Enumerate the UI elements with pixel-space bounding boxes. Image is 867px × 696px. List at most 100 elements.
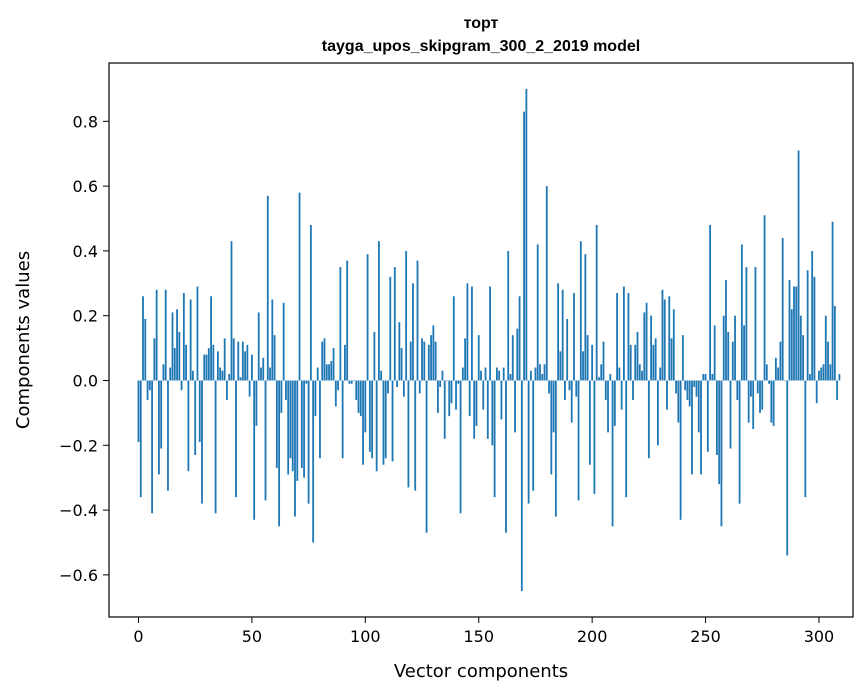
bar [418,380,421,394]
bar [491,380,494,446]
bar [398,322,401,381]
bar [160,380,163,449]
bar [280,380,283,413]
bar [643,312,646,381]
bar [482,380,485,410]
bar [550,380,553,475]
bar [162,364,165,381]
bar [756,380,759,394]
bar [611,380,614,527]
bar [241,341,244,381]
bar [382,380,385,465]
bar [443,380,446,439]
bar [666,380,668,410]
bar [525,88,528,381]
bar [738,380,741,504]
bar [768,380,770,384]
bar [407,380,410,488]
bar [144,318,147,381]
bar [824,315,827,381]
bar [729,380,732,449]
bar [520,380,523,592]
bar [275,380,278,468]
bar [316,367,319,381]
bar [185,344,188,381]
bar [534,367,537,381]
y-tick-label: 0.0 [73,371,98,390]
bar [368,380,371,452]
bar [548,380,550,394]
bar [237,341,240,381]
bar [291,380,294,472]
bar [457,380,460,384]
bar [278,380,281,527]
bar [695,380,698,397]
chart-title: торт [464,15,499,32]
bar [559,351,562,381]
bar [600,364,603,381]
bar [244,351,247,381]
bar [636,331,639,381]
bar [187,380,190,472]
bar [557,283,560,381]
bar [579,241,582,381]
bar [266,195,269,381]
bar [731,341,734,381]
bar [527,380,530,504]
bar [137,380,140,443]
bar [784,380,786,381]
bar [471,286,473,381]
bar [602,341,605,381]
bar [502,367,505,381]
bar [289,380,292,459]
bar [629,344,632,381]
bar [248,380,251,397]
bar [319,380,321,459]
bar [604,380,607,400]
bar [400,348,403,381]
bar [677,380,680,423]
bar [627,293,630,381]
bar [700,380,702,475]
bar [822,364,825,381]
bar [702,374,705,381]
bar [770,380,773,423]
bar [650,315,653,381]
bar [246,344,249,381]
bar [795,286,798,381]
bar [303,380,305,478]
bar [833,305,836,381]
bar [529,370,532,381]
bar [378,241,380,381]
bar [153,338,156,381]
bar [210,296,212,381]
bar [500,380,503,420]
bar [786,380,789,556]
bar [182,293,185,381]
bar [750,380,752,397]
x-tick-label: 200 [577,627,608,646]
bar [219,367,222,381]
bar [715,380,718,456]
bar [461,367,464,381]
bar [545,186,548,381]
bar [416,260,419,381]
bar [681,335,684,381]
bars-group [137,88,841,592]
x-tick-label: 100 [350,627,381,646]
bar [312,380,315,543]
bar [736,380,739,400]
bar [373,331,376,381]
bar [772,380,775,426]
bar [157,380,160,475]
bar [421,338,423,381]
bar [464,338,467,381]
bar [250,354,253,381]
bar [543,364,546,381]
bar [151,380,154,514]
y-tick-label: 0.6 [73,177,98,196]
bar [305,380,308,384]
bar [239,377,242,381]
bar [393,267,396,381]
bar [675,380,677,394]
